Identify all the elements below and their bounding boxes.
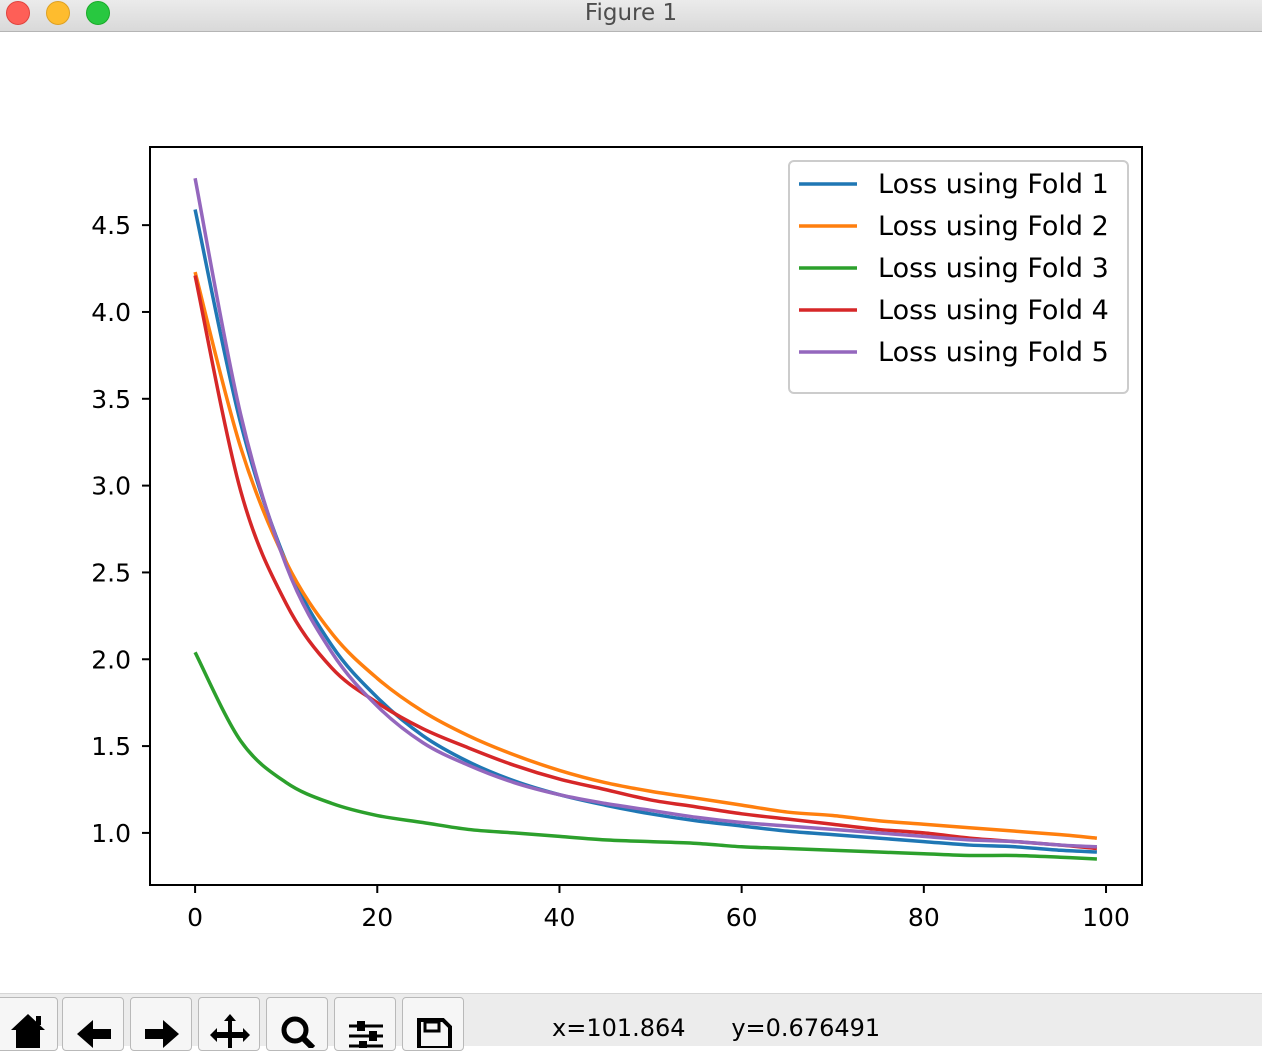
close-window-button[interactable] — [6, 1, 30, 25]
sliders-icon — [349, 1021, 383, 1048]
x-tick-label: 40 — [544, 903, 576, 932]
series-line-fold-5 — [193, 177, 1097, 849]
floppy-disk-icon — [417, 1018, 452, 1048]
y-tick-label: 3.0 — [91, 472, 131, 501]
forward-arrow-icon — [145, 1020, 179, 1048]
minimize-window-button[interactable] — [46, 1, 70, 25]
y-tick-label: 3.5 — [91, 385, 131, 414]
legend: Loss using Fold 1 Loss using Fold 2 Loss u… — [788, 160, 1129, 394]
navigation-toolbar: x=101.864 y=0.676491 — [0, 993, 1262, 1051]
home-icon — [11, 1014, 45, 1048]
legend-entry-label: Loss using Fold 1 — [878, 169, 1109, 200]
y-tick-label: 2.0 — [91, 645, 131, 674]
back-button[interactable] — [62, 997, 124, 1051]
magnifier-icon — [281, 1016, 316, 1048]
legend-entry-label: Loss using Fold 5 — [878, 337, 1109, 368]
x-tick-label: 80 — [908, 903, 940, 932]
window-title: Figure 1 — [584, 0, 678, 26]
x-tick-label: 0 — [187, 903, 203, 932]
home-button[interactable] — [0, 997, 58, 1051]
x-tick-label: 20 — [361, 903, 393, 932]
axis-ticks: 0 20 40 60 80 100 1.0 1.5 2.0 2.5 3.0 3.5 4.0 4.5 — [91, 211, 1130, 932]
pan-button[interactable] — [198, 997, 260, 1051]
legend-entry-label: Loss using Fold 2 — [878, 211, 1109, 242]
x-tick-label: 60 — [726, 903, 758, 932]
zoom-button[interactable] — [266, 997, 328, 1051]
plot-lines — [193, 177, 1098, 861]
series-line-fold-2 — [193, 271, 1098, 840]
window-titlebar: Figure 1 — [0, 0, 1262, 32]
legend-entry-label: Loss using Fold 4 — [878, 295, 1109, 326]
save-button[interactable] — [402, 997, 464, 1051]
move-icon — [210, 1014, 250, 1048]
figure-canvas: 0 20 40 60 80 100 1.0 1.5 2.0 2.5 3.0 3.5 4.0 4.5 Los… — [91, 146, 1143, 932]
y-tick-label: 1.0 — [91, 819, 131, 848]
legend-box — [788, 160, 1129, 394]
x-coordinate-readout: x=101.864 — [552, 1014, 686, 1042]
y-coordinate-readout: y=0.676491 — [731, 1014, 881, 1042]
forward-button[interactable] — [130, 997, 192, 1051]
series-line-fold-3 — [193, 651, 1097, 861]
y-tick-label: 2.5 — [91, 558, 131, 587]
series-line-fold-4 — [193, 275, 1098, 851]
x-tick-label: 100 — [1082, 903, 1130, 932]
y-tick-label: 1.5 — [91, 732, 131, 761]
back-arrow-icon — [77, 1020, 111, 1048]
y-tick-label: 4.0 — [91, 298, 131, 327]
configure-subplots-button[interactable] — [334, 997, 396, 1051]
axes-frame — [149, 146, 1143, 886]
maximize-window-button[interactable] — [86, 1, 110, 25]
legend-entry-label: Loss using Fold 3 — [878, 253, 1109, 284]
y-tick-label: 4.5 — [91, 211, 131, 240]
cursor-coordinates: x=101.864 y=0.676491 — [552, 1014, 880, 1042]
series-line-fold-1 — [193, 209, 1097, 854]
